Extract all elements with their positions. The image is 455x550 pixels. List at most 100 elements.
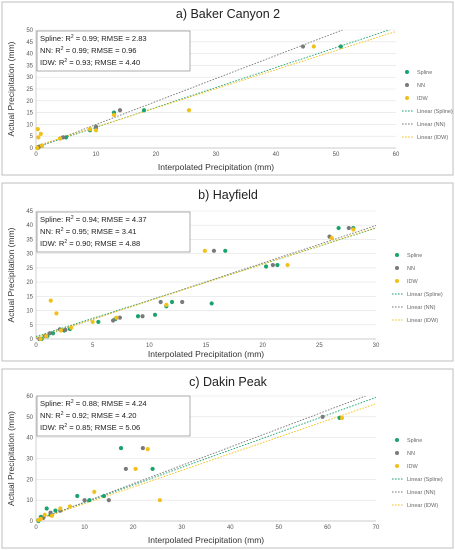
legend-entry: IDW [407, 464, 419, 470]
chart-panel-3: c) Dakin Peak 0 10 20 30 40 50 60 0 10 20 30 40 50 60 7… [1, 368, 454, 549]
trendline-linear-spline [36, 397, 376, 521]
x-tick-label: 60 [393, 152, 400, 158]
x-tick-label: 0 [34, 152, 38, 158]
stats-r2: 0.95 [72, 227, 87, 236]
x-tick-label: 30 [213, 152, 220, 158]
y-tick-label: 0 [30, 337, 34, 343]
data-point-nn [140, 314, 145, 319]
data-point-idw [58, 328, 64, 333]
legend-point-marker [395, 438, 399, 442]
legend-entry: IDW [407, 279, 419, 285]
legend-entry: Linear (NN) [417, 122, 446, 128]
legend-point-marker [395, 464, 399, 468]
data-point-spline [275, 262, 280, 268]
legend-entry: Linear (IDW) [407, 503, 438, 509]
legend-point-marker [395, 253, 399, 257]
x-tick-label: 40 [227, 525, 234, 531]
stats-box [36, 211, 191, 253]
data-point-idw [44, 334, 49, 339]
x-tick-label: 10 [81, 525, 88, 531]
data-point-nn [270, 262, 275, 268]
data-point-nn [106, 498, 111, 503]
data-point-spline [63, 135, 69, 140]
data-point-nn [63, 327, 68, 332]
data-point-idw [42, 512, 47, 517]
y-tick-label: 0 [30, 146, 34, 152]
data-point-idw [58, 506, 63, 511]
stats-line: IDW: R2 = 0.93; RMSE = 4.40 [40, 58, 140, 67]
data-point-idw [202, 248, 207, 253]
stats-method: Spline [40, 399, 61, 408]
x-tick-label: 15 [203, 343, 210, 349]
data-point-nn [48, 510, 53, 515]
data-point-spline [50, 331, 56, 336]
x-tick-label: 50 [276, 525, 283, 531]
x-axis-label: Interpolated Precipitation (mm) [158, 162, 274, 172]
data-point-idw [90, 319, 95, 325]
stats-line: Spline: R2 = 0.94; RMSE = 4.37 [40, 215, 147, 224]
x-tick-label: 20 [259, 343, 266, 349]
x-tick-label: 40 [273, 152, 280, 158]
x-tick-label: 5 [91, 343, 95, 349]
data-point-idw [36, 135, 41, 140]
data-point-idw [157, 498, 162, 503]
y-tick-label: 35 [26, 63, 33, 69]
stats-rmse: 4.20 [122, 411, 137, 420]
y-tick-label: 60 [26, 394, 33, 400]
stats-method: Spline [40, 34, 61, 43]
stats-r2: 0.99 [72, 46, 87, 55]
y-tick-label: 50 [26, 415, 33, 421]
trendline-linear-nn [36, 30, 344, 148]
y-tick-label: 30 [26, 457, 33, 463]
legend-entry: Spline [417, 70, 432, 76]
data-point-idw [186, 108, 192, 113]
stats-r2: 0.92 [72, 411, 87, 420]
stats-line: NN: R2 = 0.92; RMSE = 4.20 [40, 411, 137, 420]
y-tick-label: 5 [30, 134, 34, 140]
y-tick-label: 25 [26, 87, 33, 93]
y-tick-label: 50 [26, 28, 33, 34]
data-point-idw [111, 112, 117, 118]
data-point-nn [300, 44, 306, 49]
data-point-idw [48, 298, 53, 303]
data-point-nn [346, 225, 351, 231]
data-point-idw [38, 516, 43, 522]
data-point-idw [57, 136, 63, 141]
legend-entry: IDW [417, 96, 429, 102]
data-point-idw [69, 325, 74, 330]
legend-entry: Linear (Spline) [407, 292, 443, 298]
y-axis-label: Actual Precipitation (mm) [6, 41, 16, 136]
stats-rmse: 5.06 [125, 423, 140, 432]
stats-r2: 0.94 [82, 215, 97, 224]
legend-point-marker [405, 70, 409, 74]
data-point-spline [96, 319, 101, 325]
trendline-linear-nn [36, 225, 376, 339]
trendline-linear-nn [36, 396, 367, 521]
legend-entry: Linear (Spline) [407, 477, 443, 483]
data-point-idw [133, 466, 138, 472]
y-tick-label: 45 [26, 40, 33, 46]
legend-point-marker [405, 83, 409, 87]
stats-method: NN [40, 411, 51, 420]
legend-entry: NN [417, 83, 425, 89]
panel-frame [1, 182, 454, 362]
data-point-nn [117, 108, 123, 113]
chart-title: c) Dakin Peak [189, 375, 268, 389]
stats-method: NN [40, 227, 51, 236]
data-point-nn [140, 445, 145, 451]
y-tick-label: 45 [26, 209, 33, 215]
data-point-spline [150, 466, 155, 472]
data-point-spline [87, 498, 92, 503]
data-point-idw [38, 131, 43, 136]
data-point-idw [164, 302, 169, 307]
x-tick-label: 0 [34, 343, 38, 349]
y-tick-label: 30 [26, 75, 33, 81]
data-point-idw [351, 227, 356, 232]
x-axis-label: Interpolated Precipitation (mm) [148, 349, 264, 359]
y-tick-label: 30 [26, 252, 33, 258]
data-point-idw [285, 262, 290, 268]
data-point-idw [38, 336, 43, 342]
data-point-spline [75, 493, 80, 499]
data-point-spline [223, 248, 228, 253]
